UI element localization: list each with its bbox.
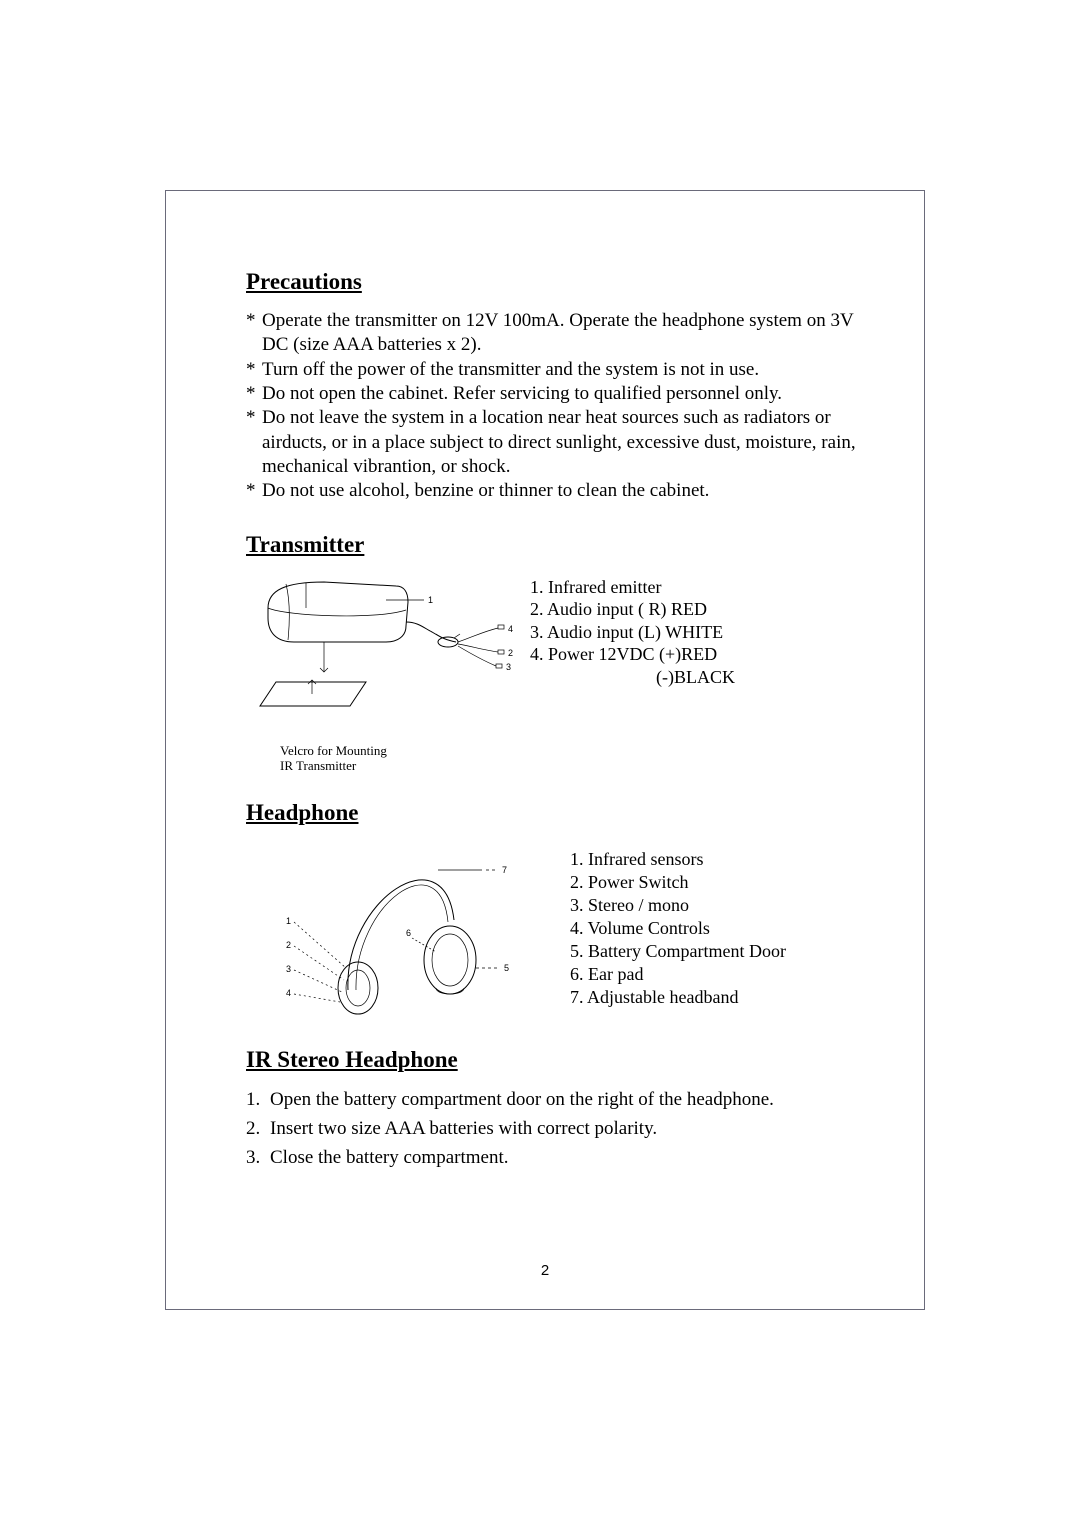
precaution-item: * Operate the transmitter on 12V 100mA. … <box>246 309 864 358</box>
legend-line: 6. Ear pad <box>570 963 786 986</box>
precaution-text: Do not open the cabinet. Refer servicing… <box>262 382 864 406</box>
bullet: * <box>246 382 262 406</box>
transmitter-legend: 1. Infrared emitter 2. Audio input ( R) … <box>530 572 735 689</box>
legend-line: 1. Infrared sensors <box>570 848 786 871</box>
legend-line: 2. Power Switch <box>570 871 786 894</box>
precaution-item: * Do not open the cabinet. Refer servici… <box>246 382 864 406</box>
ir-step-num: 1. <box>246 1087 270 1112</box>
content-frame: Precautions * Operate the transmitter on… <box>165 190 925 1310</box>
bullet: * <box>246 479 262 503</box>
transmitter-diagram: 1 4 2 <box>246 572 526 774</box>
legend-line: 3. Audio input (L) WHITE <box>530 621 735 644</box>
transmitter-section: Transmitter 1 <box>246 532 864 774</box>
precautions-list: * Operate the transmitter on 12V 100mA. … <box>246 309 864 504</box>
headphone-section: Headphone <box>246 800 864 1025</box>
ir-step: 2. Insert two size AAA batteries with co… <box>246 1116 864 1141</box>
transmitter-caption-l1: Velcro for Mounting <box>280 743 526 759</box>
page: Precautions * Operate the transmitter on… <box>0 0 1080 1525</box>
legend-line: 4. Volume Controls <box>570 917 786 940</box>
legend-line: 7. Adjustable headband <box>570 986 786 1009</box>
bullet: * <box>246 358 262 382</box>
transmitter-svg: 1 4 2 <box>246 572 526 732</box>
transmitter-caption: Velcro for Mounting IR Transmitter <box>280 743 526 774</box>
diag-num: 6 <box>406 928 411 938</box>
ir-step-num: 2. <box>246 1116 270 1141</box>
ir-step: 1. Open the battery compartment door on … <box>246 1087 864 1112</box>
page-number: 2 <box>166 1262 924 1279</box>
headphone-row: 7 6 5 1 2 3 4 <box>246 840 864 1025</box>
bullet: * <box>246 406 262 479</box>
ir-step-text: Open the battery compartment door on the… <box>270 1087 864 1112</box>
bullet: * <box>246 309 262 358</box>
legend-line: (-)BLACK <box>530 666 735 689</box>
diag-num: 7 <box>502 865 507 875</box>
diag-num: 1 <box>286 916 291 926</box>
diag-num: 2 <box>508 648 513 658</box>
legend-line: 5. Battery Compartment Door <box>570 940 786 963</box>
diag-num: 2 <box>286 940 291 950</box>
precaution-text: Do not use alcohol, benzine or thinner t… <box>262 479 864 503</box>
legend-line: 3. Stereo / mono <box>570 894 786 917</box>
headphone-diagram: 7 6 5 1 2 3 4 <box>246 840 546 1025</box>
diag-num: 1 <box>428 595 433 605</box>
transmitter-caption-l2: IR Transmitter <box>280 758 526 774</box>
precaution-item: * Do not leave the system in a location … <box>246 406 864 479</box>
headphone-legend: 1. Infrared sensors 2. Power Switch 3. S… <box>570 840 786 1009</box>
headphone-svg: 7 6 5 1 2 3 4 <box>286 840 526 1020</box>
precaution-item: * Turn off the power of the transmitter … <box>246 358 864 382</box>
headphone-heading: Headphone <box>246 800 864 826</box>
precaution-text: Turn off the power of the transmitter an… <box>262 358 864 382</box>
precautions-heading: Precautions <box>246 269 864 295</box>
diag-num: 4 <box>508 624 513 634</box>
transmitter-heading: Transmitter <box>246 532 864 558</box>
diag-num: 4 <box>286 988 291 998</box>
precaution-item: * Do not use alcohol, benzine or thinner… <box>246 479 864 503</box>
transmitter-row: 1 4 2 <box>246 572 864 774</box>
ir-stereo-list: 1. Open the battery compartment door on … <box>246 1087 864 1170</box>
diag-num: 3 <box>506 662 511 672</box>
legend-line: 2. Audio input ( R) RED <box>530 598 735 621</box>
legend-line: 4. Power 12VDC (+)RED <box>530 643 735 666</box>
ir-step-text: Insert two size AAA batteries with corre… <box>270 1116 864 1141</box>
ir-step-text: Close the battery compartment. <box>270 1145 864 1170</box>
diag-num: 3 <box>286 964 291 974</box>
diag-num: 5 <box>504 963 509 973</box>
precaution-text: Operate the transmitter on 12V 100mA. Op… <box>262 309 864 358</box>
precaution-text: Do not leave the system in a location ne… <box>262 406 864 479</box>
ir-step: 3. Close the battery compartment. <box>246 1145 864 1170</box>
legend-line: 1. Infrared emitter <box>530 576 735 599</box>
ir-step-num: 3. <box>246 1145 270 1170</box>
ir-stereo-heading: IR Stereo Headphone <box>246 1047 864 1073</box>
